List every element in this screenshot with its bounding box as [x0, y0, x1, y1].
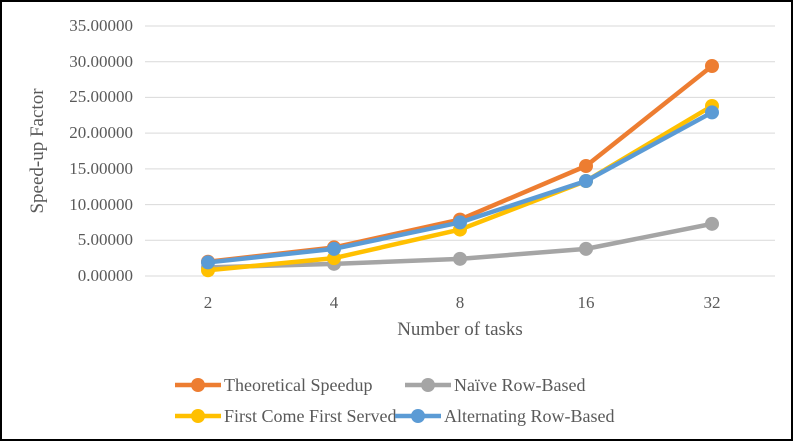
legend-item: Theoretical Speedup — [175, 374, 372, 396]
legend-label: Naïve Row-Based — [454, 375, 586, 395]
legend-label: Theoretical Speedup — [224, 375, 373, 395]
data-point-marker — [705, 59, 719, 73]
legend-line-marker-icon — [405, 378, 451, 392]
x-axis-title: Number of tasks — [397, 319, 523, 340]
x-tick-label: 2 — [203, 293, 213, 312]
y-tick-label: 25.00000 — [69, 87, 133, 107]
y-tick-label: 30.00000 — [69, 51, 133, 71]
legend-label: Alternating Row-Based — [444, 406, 615, 426]
y-tick-label: 15.00000 — [69, 158, 133, 178]
y-tick-label: 5.00000 — [77, 230, 133, 250]
series-line — [205, 103, 715, 273]
data-point-marker — [579, 241, 593, 256]
data-point-marker — [453, 215, 467, 230]
data-point-marker — [705, 216, 719, 231]
y-tick-label: 20.00000 — [69, 123, 133, 143]
y-tick-label: 10.00000 — [69, 194, 133, 214]
legend-item: First Come First Served — [175, 405, 397, 427]
legend-line-marker-icon — [395, 409, 441, 423]
legend-line-marker-icon — [175, 378, 221, 392]
x-tick-label: 8 — [455, 293, 465, 312]
data-point-marker — [705, 105, 719, 120]
y-axis-title: Speed-up Factor — [27, 88, 48, 214]
x-tick-label: 4 — [329, 293, 339, 312]
legend-line-marker-icon — [175, 409, 221, 423]
y-tick-label: 0.00000 — [77, 266, 133, 285]
data-point-marker — [453, 251, 467, 266]
data-point-marker — [201, 255, 215, 270]
x-tick-label: 32 — [703, 293, 721, 312]
data-point-marker — [327, 241, 341, 256]
x-tick-label: 16 — [577, 293, 595, 312]
legend-label: First Come First Served — [224, 406, 397, 426]
y-tick-label: 35.00000 — [69, 16, 133, 35]
data-point-marker — [579, 159, 593, 173]
legend-item: Naïve Row-Based — [405, 374, 585, 396]
data-point-marker — [579, 174, 593, 188]
legend-item: Alternating Row-Based — [395, 405, 614, 427]
